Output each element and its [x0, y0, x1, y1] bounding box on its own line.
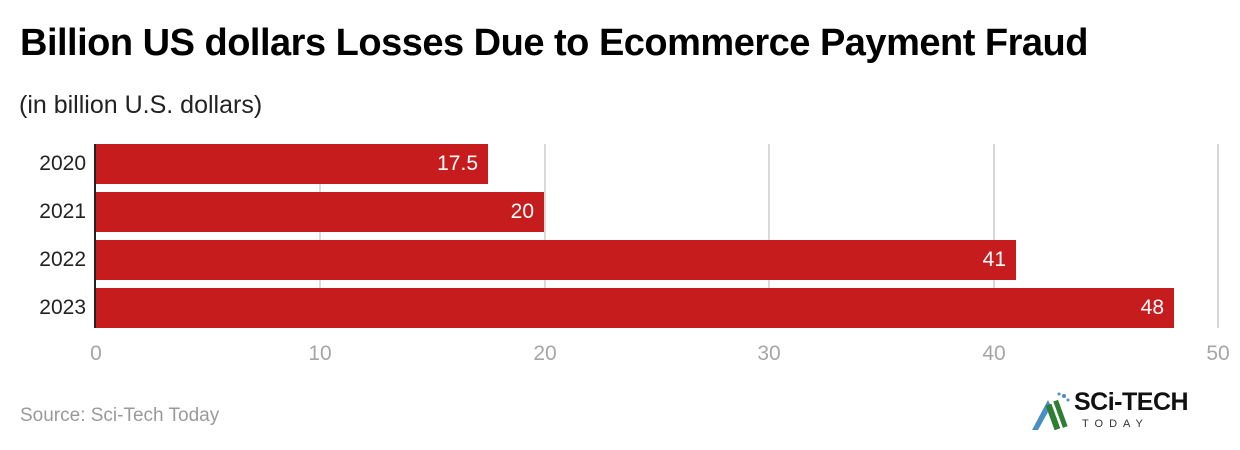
x-tick-label: 10	[308, 342, 332, 365]
sci-tech-today-logo: SCi-TECH TODAY	[1030, 388, 1210, 434]
bar-2021: 20	[96, 192, 544, 232]
x-tick-label: 40	[982, 342, 1006, 365]
gridline-10	[319, 144, 321, 328]
plot-area: 17.5 20 41 48	[94, 144, 1219, 328]
chart-subtitle: (in billion U.S. dollars)	[19, 91, 263, 119]
gridline-20	[544, 144, 546, 328]
bar-2023: 48	[96, 288, 1174, 328]
x-tick-label: 30	[757, 342, 781, 365]
source-note: Source: Sci-Tech Today	[20, 405, 220, 426]
bar-value-label: 41	[982, 248, 1006, 271]
logo-mark-icon	[1032, 392, 1070, 431]
x-tick-label: 0	[90, 342, 102, 365]
chart-title: Billion US dollars Losses Due to Ecommer…	[20, 22, 1088, 64]
category-label: 2022	[39, 248, 86, 271]
category-label: 2023	[39, 296, 86, 319]
y-axis-line	[94, 144, 96, 328]
gridline-30	[768, 144, 770, 328]
gridline-50	[1217, 144, 1219, 328]
bar-value-label: 17.5	[437, 152, 478, 175]
logo-wordmark: SCi-TECH	[1074, 388, 1189, 416]
bar-2020: 17.5	[96, 144, 488, 184]
category-label: 2021	[39, 200, 86, 223]
x-tick-label: 50	[1206, 342, 1230, 365]
category-label: 2020	[39, 152, 86, 175]
bar-2022: 41	[96, 240, 1016, 280]
bar-value-label: 48	[1140, 296, 1164, 319]
x-tick-label: 20	[533, 342, 557, 365]
bar-value-label: 20	[510, 200, 534, 223]
logo-tagline: TODAY	[1082, 418, 1149, 430]
gridline-40	[993, 144, 995, 328]
